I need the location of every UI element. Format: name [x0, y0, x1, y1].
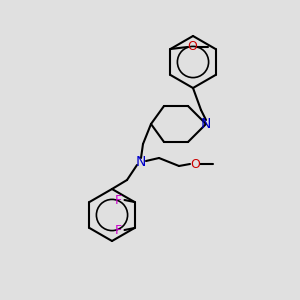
- Text: F: F: [115, 224, 122, 236]
- Text: N: N: [201, 117, 211, 131]
- Text: O: O: [188, 40, 197, 53]
- Text: N: N: [136, 155, 146, 169]
- Text: O: O: [190, 158, 200, 170]
- Text: F: F: [115, 194, 122, 206]
